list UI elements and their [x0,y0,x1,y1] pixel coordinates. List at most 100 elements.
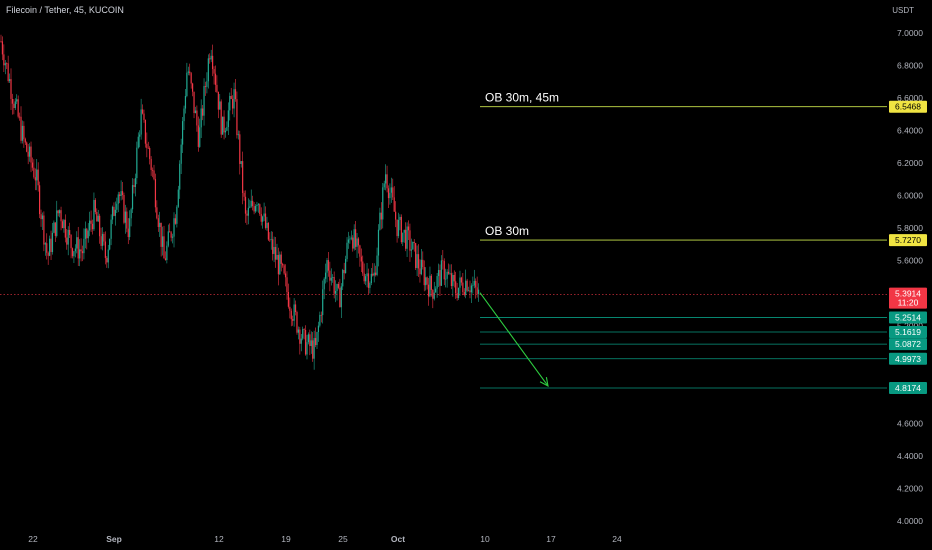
order-block-label: OB 30m, 45m [485,91,559,105]
candle-body [340,286,342,308]
candle-body [164,258,167,260]
order-block-price-tag [889,234,927,247]
candle-body [150,158,152,170]
candle-body [103,233,105,242]
candle-body [1,41,4,55]
y-tick-label: 4.6000 [897,418,923,428]
candle-body [119,194,121,197]
candle-body [66,237,68,245]
candle-body [147,147,149,149]
candle-body [310,340,312,346]
candle-body [197,125,199,147]
candle-body [372,273,374,276]
candle-body [46,243,48,253]
candle-body [259,204,261,215]
candle-body [217,91,219,110]
candle-body [383,183,385,188]
y-tick-label: 5.8000 [897,223,923,233]
candle-body [74,248,76,252]
candle-body [365,276,367,282]
candle-body [417,254,420,269]
candle-body [453,274,455,282]
candle-body [402,232,404,243]
y-tick-label: 6.6000 [897,93,923,103]
candle-body [84,228,86,239]
x-tick-label: 19 [281,534,291,544]
order-block-price: 5.7270 [895,235,921,245]
candle-body [429,275,431,297]
symbol-header[interactable]: Filecoin / Tether, 45, KUCOIN [6,5,124,15]
candle-body [4,63,6,66]
candle-body [349,238,351,240]
candle-body [277,254,279,275]
candle-body [266,222,268,228]
candle-body [107,249,109,263]
candle-body [436,276,438,289]
candle-body [412,241,414,250]
candle-body [396,219,398,237]
candle-body [14,101,16,109]
candle-body [207,58,209,82]
candle-body [24,139,26,143]
y-tick-label: 5.6000 [897,256,923,266]
candle-body [290,310,292,320]
x-tick-label: 12 [214,534,224,544]
candle-body [353,229,355,249]
candle-body [272,239,274,254]
candle-body [323,278,325,290]
candle-body [26,142,28,152]
target-price-tag [889,311,927,324]
candle-body [260,214,262,222]
candle-body [127,228,129,238]
candle-body [362,261,364,274]
candle-body [236,99,238,136]
candle-body [264,213,267,228]
candle-body [177,189,179,207]
candle-body [87,230,89,239]
candle-body [117,194,119,204]
candle-body [304,329,307,355]
candle-body [97,215,99,222]
y-tick-label: 4.2000 [897,483,923,493]
candle-body [254,206,257,212]
candle-body [160,222,162,247]
candle-body [63,219,65,229]
y-tick-label: 6.2000 [897,158,923,168]
candle-body [294,304,297,313]
candle-body [41,215,44,220]
candle-body [212,55,214,70]
candle-body [179,163,181,190]
candle-body [180,144,182,164]
candle-body [60,210,62,222]
candle-body [263,213,265,217]
y-tick-label: 7.0000 [897,28,923,38]
candle-body [153,170,155,180]
candle-body [252,200,254,207]
candle-body [433,292,435,299]
candle-body [36,169,38,181]
candle-body [111,206,114,220]
candle-body [77,237,79,259]
candle-body [356,238,358,247]
candle-body [459,277,461,288]
candle-body [144,119,147,144]
candle-body [475,280,477,288]
candle-body [51,232,54,253]
candle-body [317,325,320,333]
candle-body [302,329,304,339]
candle-body [334,290,337,294]
candle-body [146,143,148,148]
price-axis-panel [887,0,932,550]
candle-body [159,222,161,227]
candle-body [370,273,372,284]
candle-body [296,312,298,333]
candle-body [440,260,442,286]
candle-body [330,277,332,281]
candle-body [430,275,432,290]
candle-body [316,332,318,346]
candle-body [324,272,327,279]
candle-body [432,289,434,299]
candle-body [114,209,116,216]
candle-body [126,211,128,229]
